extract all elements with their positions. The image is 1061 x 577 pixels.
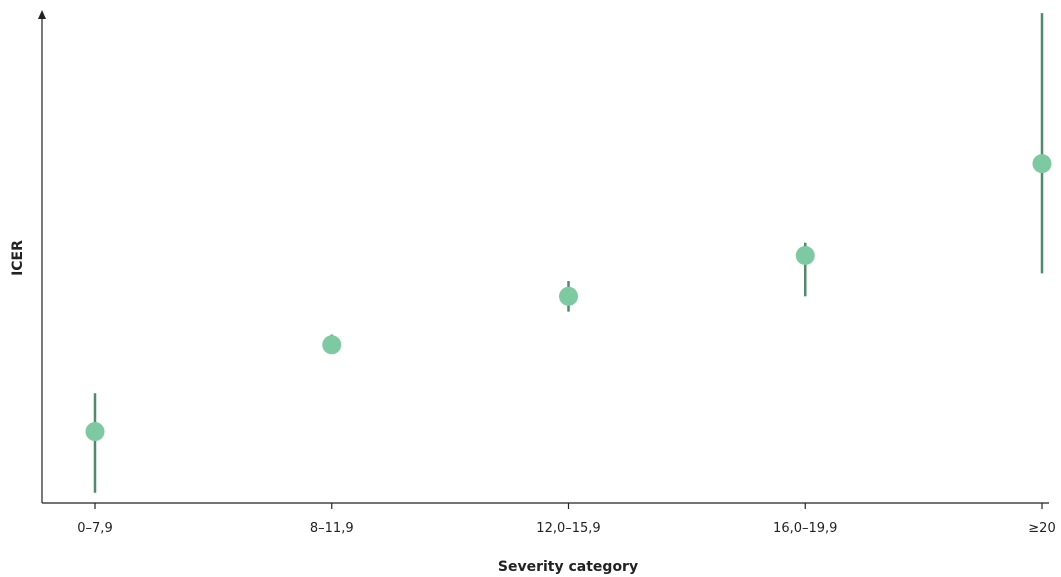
data-point-2 xyxy=(559,286,578,306)
x-tick-labels: 0–7,9 8–11,9 12,0–15,9 16,0–19,9 ≥20 xyxy=(77,521,1055,536)
axes xyxy=(38,10,1049,504)
x-tick-label-4: ≥20 xyxy=(1028,521,1055,536)
x-axis-title: Severity category xyxy=(498,559,638,575)
x-tick-label-0: 0–7,9 xyxy=(77,521,112,536)
data-point-3 xyxy=(795,246,815,265)
y-axis-arrow xyxy=(38,10,46,19)
x-ticks xyxy=(94,503,1043,509)
data-point-1 xyxy=(322,335,342,355)
x-tick-label-3: 16,0–19,9 xyxy=(773,521,837,536)
x-tick-label-1: 8–11,9 xyxy=(310,521,354,536)
data-point-0 xyxy=(85,422,105,442)
y-axis-title: ICER xyxy=(10,240,26,276)
data-points xyxy=(85,154,1052,442)
x-tick-label-2: 12,0–15,9 xyxy=(536,521,600,536)
data-point-4 xyxy=(1032,154,1052,174)
error-bars xyxy=(93,13,1044,493)
